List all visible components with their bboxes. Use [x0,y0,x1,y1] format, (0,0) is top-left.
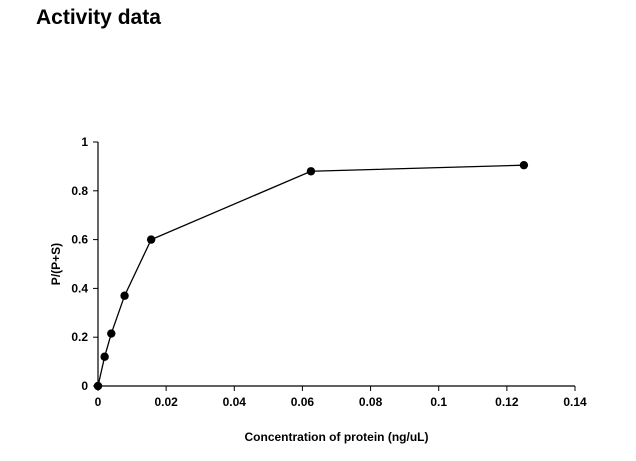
y-tick-label: 0.8 [71,184,88,198]
y-tick-label: 1 [81,135,88,149]
x-tick-label: 0.14 [563,395,587,409]
x-axis-title: Concentration of protein (ng/uL) [245,430,429,444]
y-axis-title: P/(P+S) [49,243,63,285]
x-tick-label: 0.06 [291,395,315,409]
series-line [97,164,524,387]
x-tick-label: 0.12 [495,395,519,409]
page-title: Activity data [36,6,161,29]
y-axis-ticks: 0 0.2 0.4 0.6 0.8 1 [71,135,98,393]
y-tick-label: 0.4 [71,281,88,295]
x-axis-ticks: 0 0.02 0.04 0.06 0.08 0.1 0.12 0.14 [95,386,587,409]
data-point [146,235,156,244]
data-point [120,291,129,300]
data-point [93,381,103,391]
data-point [519,160,529,170]
y-tick-label: 0.6 [71,233,88,247]
x-tick-label: 0.08 [359,395,383,409]
data-point [306,167,316,176]
y-tick-label: 0.2 [71,330,88,344]
x-tick-label: 0.1 [430,395,447,409]
chart-axes [97,142,575,387]
x-tick-label: 0.04 [223,395,247,409]
y-tick-label: 0 [81,379,88,393]
data-point [100,352,109,361]
x-tick-label: 0.02 [154,395,178,409]
data-point [107,329,116,338]
x-tick-label: 0 [95,395,102,409]
series-group [93,160,529,391]
